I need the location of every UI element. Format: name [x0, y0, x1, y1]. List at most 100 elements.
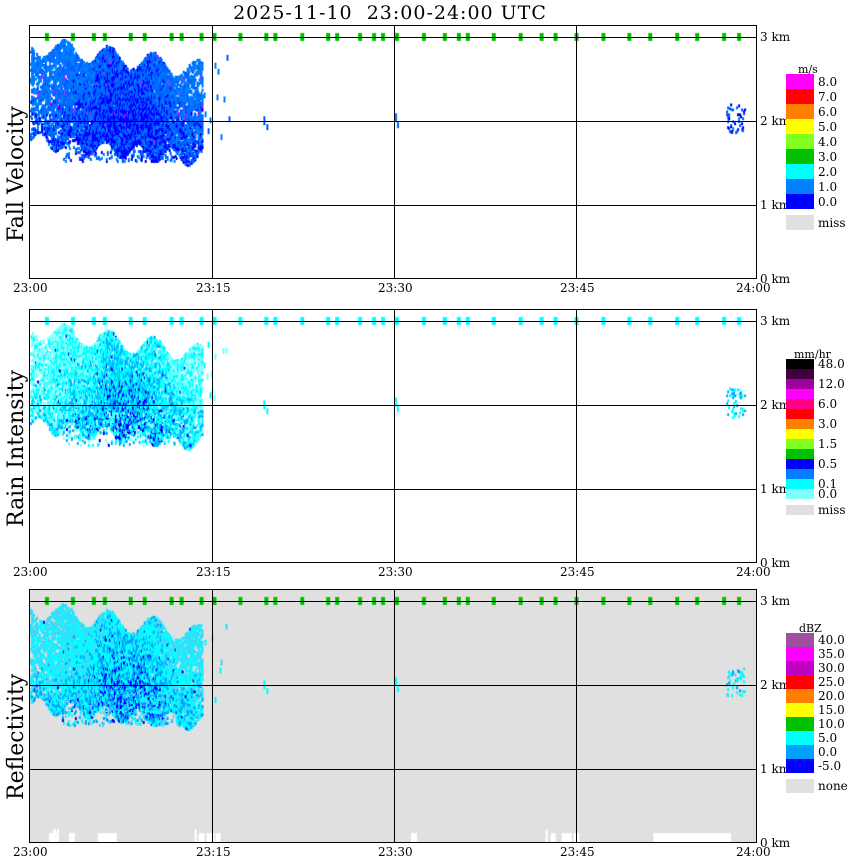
colorbar-band — [786, 759, 814, 773]
colorbar-label: 0.0 — [818, 194, 838, 209]
colorbar-band — [786, 489, 814, 499]
colorbar-label: 4.0 — [818, 134, 838, 149]
gridline — [30, 321, 756, 322]
xtick-p2-4: 24:00 — [736, 565, 771, 579]
colorbar-label: 40.0 — [818, 633, 845, 647]
colorbar-label: 25.0 — [818, 675, 845, 689]
colorbar-band — [786, 399, 814, 409]
ytick-1km-p2: 1 km — [760, 482, 791, 496]
colorbar-band — [786, 89, 814, 104]
ytick-0km-p3: 0 km — [760, 836, 791, 850]
colorbar-band — [786, 717, 814, 731]
panel-rain-intensity[interactable] — [29, 309, 757, 563]
colorbar-label: -5.0 — [818, 759, 842, 773]
colorbar-band — [786, 194, 814, 209]
colorbar-label: 15.0 — [818, 703, 845, 717]
colorbar-band — [786, 661, 814, 675]
colorbar-label: 10.0 — [818, 717, 845, 731]
colorbar-label: 5.0 — [818, 119, 838, 134]
xtick-p1-4: 24:00 — [736, 281, 771, 295]
xtick-p3-2: 23:30 — [378, 845, 413, 859]
colorbar-miss-label: miss — [818, 503, 846, 517]
colorbar-label: 8.0 — [818, 74, 838, 89]
rain-intensity-data-canvas — [30, 310, 756, 562]
gridline — [30, 37, 756, 38]
ytick-1km-p1: 1 km — [760, 198, 791, 212]
ytick-2km-p2: 2 km — [760, 398, 791, 412]
panel-fall-velocity[interactable] — [29, 25, 757, 279]
colorbar-label: 35.0 — [818, 647, 845, 661]
ytick-0km-p1: 0 km — [760, 272, 791, 286]
colorbar-band — [786, 164, 814, 179]
colorbar-label: 7.0 — [818, 89, 838, 104]
colorbar-band — [786, 359, 814, 369]
gridline — [212, 590, 213, 842]
xtick-p1-0: 23:00 — [13, 281, 48, 295]
gridline — [576, 590, 577, 842]
gridline — [394, 26, 395, 278]
colorbar-band — [786, 389, 814, 399]
xtick-p2-3: 23:45 — [560, 565, 595, 579]
gridline — [576, 310, 577, 562]
gridline — [30, 685, 756, 686]
colorbar-label: 2.0 — [818, 164, 838, 179]
xtick-p3-3: 23:45 — [560, 845, 595, 859]
colorbar-label: 0.1 — [818, 477, 838, 491]
xtick-p3-0: 23:00 — [13, 845, 48, 859]
colorbar-label: 20.0 — [818, 689, 845, 703]
colorbar-band — [786, 149, 814, 164]
colorbar-units-dbz: dBZ — [799, 622, 822, 635]
colorbar-band — [786, 703, 814, 717]
colorbar-band — [786, 675, 814, 689]
gridline — [576, 26, 577, 278]
gridline — [30, 405, 756, 406]
xtick-p3-4: 24:00 — [736, 845, 771, 859]
xtick-p1-2: 23:30 — [378, 281, 413, 295]
colorbar-band — [786, 409, 814, 419]
colorbar-band — [786, 449, 814, 459]
gridline — [394, 590, 395, 842]
colorbar-band — [786, 369, 814, 379]
colorbar-band — [786, 74, 814, 89]
colorbar-label: 6.0 — [818, 104, 838, 119]
colorbar-band — [786, 479, 814, 489]
page-title: 2025-11-10 23:00-24:00 UTC — [233, 2, 547, 24]
gridline — [394, 310, 395, 562]
colorbar-label: 12.0 — [818, 377, 845, 391]
colorbar-miss-label: miss — [818, 215, 846, 230]
xtick-p2-0: 23:00 — [13, 565, 48, 579]
xtick-p2-1: 23:15 — [196, 565, 231, 579]
ytick-3km-p2: 3 km — [760, 314, 791, 328]
colorbar-band — [786, 647, 814, 661]
colorbar-label: 3.0 — [818, 149, 838, 164]
gridline — [30, 121, 756, 122]
colorbar-band — [786, 745, 814, 759]
colorbar-label: 0.0 — [818, 745, 838, 759]
colorbar-miss-swatch — [786, 505, 814, 515]
gridline — [212, 310, 213, 562]
colorbar-miss-label: none — [818, 779, 848, 793]
colorbar-label: 30.0 — [818, 661, 845, 675]
colorbar-label: 0.5 — [818, 457, 838, 471]
colorbar-label: 0.0 — [818, 487, 838, 501]
colorbar-band — [786, 689, 814, 703]
gridline — [30, 769, 756, 770]
colorbar-band — [786, 459, 814, 469]
colorbar-miss-swatch — [786, 215, 814, 230]
ytick-1km-p3: 1 km — [760, 762, 791, 776]
colorbar-label: 1.5 — [818, 437, 838, 451]
colorbar-band — [786, 179, 814, 194]
colorbar-label: 3.0 — [818, 417, 838, 431]
colorbar-miss-swatch — [786, 779, 814, 793]
gridline — [30, 601, 756, 602]
colorbar-band — [786, 419, 814, 429]
gridline — [212, 26, 213, 278]
colorbar-units-ms: m/s — [798, 63, 818, 76]
colorbar-band — [786, 429, 814, 439]
panel-reflectivity[interactable] — [29, 589, 757, 843]
colorbar-band — [786, 379, 814, 389]
colorbar-band — [786, 439, 814, 449]
colorbar-band — [786, 134, 814, 149]
fall-velocity-data-canvas — [30, 26, 756, 278]
